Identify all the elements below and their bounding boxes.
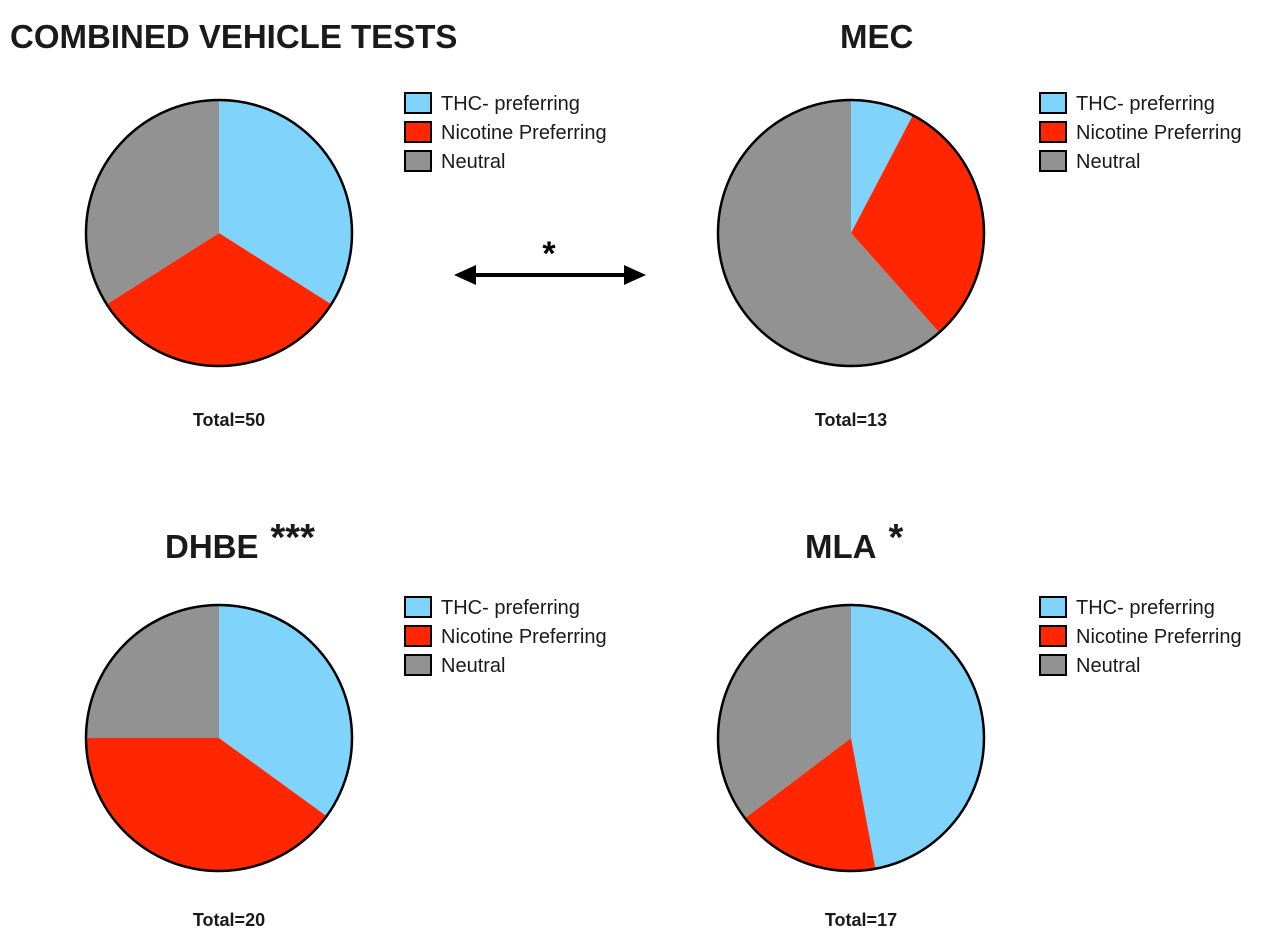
panel-mla: MLA * THC- preferring Nicotine Preferring Ne… bbox=[640, 470, 1280, 949]
legend-label-nicotine-preferring: Nicotine Preferring bbox=[441, 626, 607, 648]
pie-slice-thc-preferring bbox=[851, 605, 984, 869]
pie-slice-thc-preferring bbox=[219, 605, 352, 817]
panel-combined-vehicle-tests: COMBINED VEHICLE TESTS THC- preferring Nic… bbox=[0, 0, 640, 470]
chart-title-text: COMBINED VEHICLE TESTS bbox=[10, 18, 457, 55]
legend-swatch-neutral bbox=[1039, 654, 1067, 676]
significance-marker: * bbox=[888, 517, 903, 559]
legend-label-thc-preferring: THC- preferring bbox=[1076, 93, 1215, 115]
comparison-arrow-head-left bbox=[454, 265, 476, 285]
legend-swatch-nicotine-preferring bbox=[404, 121, 432, 143]
pie-slice-nicotine-preferring bbox=[86, 738, 327, 872]
chart-title-text: MEC bbox=[840, 18, 913, 55]
pie-chart-mec: MEC THC- preferring Nicotine Preferring Neu… bbox=[716, 18, 1242, 430]
legend-swatch-neutral bbox=[1039, 150, 1067, 172]
comparison-arrow-head-right bbox=[624, 265, 646, 285]
legend-label-thc-preferring: THC- preferring bbox=[441, 93, 580, 115]
legend-label-neutral: Neutral bbox=[1076, 655, 1140, 677]
chart-title-text: MLA bbox=[805, 528, 876, 565]
pie-slice-nicotine-preferring bbox=[106, 233, 332, 366]
legend-label-thc-preferring: THC- preferring bbox=[1076, 597, 1215, 619]
legend-swatch-thc-preferring bbox=[1039, 92, 1067, 114]
chart-title: MEC bbox=[840, 18, 913, 55]
legend-swatch-neutral bbox=[404, 654, 432, 676]
legend-label-nicotine-preferring: Nicotine Preferring bbox=[1076, 122, 1242, 144]
comparison-arrow: * bbox=[454, 235, 646, 285]
total-label: Total=17 bbox=[825, 910, 897, 930]
legend-swatch-thc-preferring bbox=[1039, 596, 1067, 618]
legend-label-neutral: Neutral bbox=[441, 151, 505, 173]
legend-swatch-nicotine-preferring bbox=[1039, 625, 1067, 647]
significance-marker: *** bbox=[271, 517, 316, 559]
legend-label-neutral: Neutral bbox=[1076, 151, 1140, 173]
legend-swatch-thc-preferring bbox=[404, 92, 432, 114]
pie-slice-thc-preferring bbox=[851, 100, 913, 233]
total-label: Total=20 bbox=[193, 910, 265, 930]
pie-outline bbox=[84, 98, 354, 368]
pie-slice-neutral bbox=[718, 605, 851, 819]
legend-label-nicotine-preferring: Nicotine Preferring bbox=[1076, 626, 1242, 648]
pie-slice-thc-preferring bbox=[219, 100, 352, 305]
pie-outline bbox=[716, 603, 986, 873]
pie-chart-mla: MLA * THC- preferring Nicotine Preferring Ne… bbox=[716, 517, 1242, 930]
total-label: Total=50 bbox=[193, 410, 265, 430]
pie-slice-nicotine-preferring bbox=[744, 738, 876, 871]
pie-slice-nicotine-preferring bbox=[851, 115, 984, 333]
legend-label-thc-preferring: THC- preferring bbox=[441, 597, 580, 619]
pie-slice-neutral bbox=[86, 605, 219, 738]
pie-slice-neutral bbox=[86, 100, 219, 305]
pie-chart-combined-vehicle-tests: COMBINED VEHICLE TESTS THC- preferring Nic… bbox=[10, 18, 607, 430]
panel-dhbe: DHBE *** THC- preferring Nicotine Preferrin… bbox=[0, 470, 640, 949]
chart-title-text: DHBE bbox=[165, 528, 259, 565]
pie-slice-neutral bbox=[718, 100, 940, 366]
legend-swatch-neutral bbox=[404, 150, 432, 172]
pie-chart-dhbe: DHBE *** THC- preferring Nicotine Preferrin… bbox=[84, 517, 607, 930]
chart-title: COMBINED VEHICLE TESTS bbox=[10, 18, 457, 55]
legend-swatch-nicotine-preferring bbox=[1039, 121, 1067, 143]
legend-swatch-nicotine-preferring bbox=[404, 625, 432, 647]
pie-outline bbox=[84, 603, 354, 873]
pie-outline bbox=[716, 98, 986, 368]
chart-title: MLA * bbox=[805, 517, 903, 565]
chart-title: DHBE *** bbox=[165, 517, 315, 565]
legend-label-neutral: Neutral bbox=[441, 655, 505, 677]
legend-swatch-thc-preferring bbox=[404, 596, 432, 618]
total-label: Total=13 bbox=[815, 410, 887, 430]
legend-label-nicotine-preferring: Nicotine Preferring bbox=[441, 122, 607, 144]
comparison-marker: * bbox=[542, 235, 556, 273]
panel-mec: MEC THC- preferring Nicotine Preferring Neu… bbox=[640, 0, 1280, 470]
